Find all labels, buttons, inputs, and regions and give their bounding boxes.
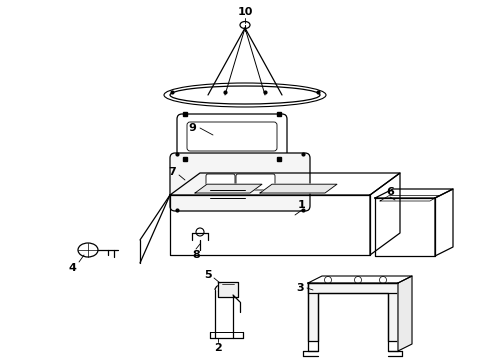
Text: 7: 7 bbox=[168, 167, 176, 177]
Polygon shape bbox=[308, 283, 318, 341]
Text: 5: 5 bbox=[204, 270, 212, 280]
Polygon shape bbox=[260, 184, 337, 193]
Ellipse shape bbox=[240, 22, 250, 28]
Text: 10: 10 bbox=[237, 7, 253, 17]
Text: 3: 3 bbox=[296, 283, 304, 293]
Text: 6: 6 bbox=[386, 187, 394, 197]
Text: 1: 1 bbox=[298, 200, 306, 210]
Text: 4: 4 bbox=[68, 263, 76, 273]
Polygon shape bbox=[388, 283, 398, 341]
Text: 8: 8 bbox=[192, 250, 200, 260]
Text: 2: 2 bbox=[214, 343, 222, 353]
Polygon shape bbox=[195, 184, 262, 193]
Polygon shape bbox=[218, 282, 238, 297]
Polygon shape bbox=[398, 276, 412, 351]
Circle shape bbox=[196, 228, 204, 236]
Text: 9: 9 bbox=[188, 123, 196, 133]
FancyBboxPatch shape bbox=[236, 174, 275, 190]
FancyBboxPatch shape bbox=[170, 153, 310, 211]
FancyBboxPatch shape bbox=[206, 174, 235, 190]
Polygon shape bbox=[308, 283, 398, 293]
